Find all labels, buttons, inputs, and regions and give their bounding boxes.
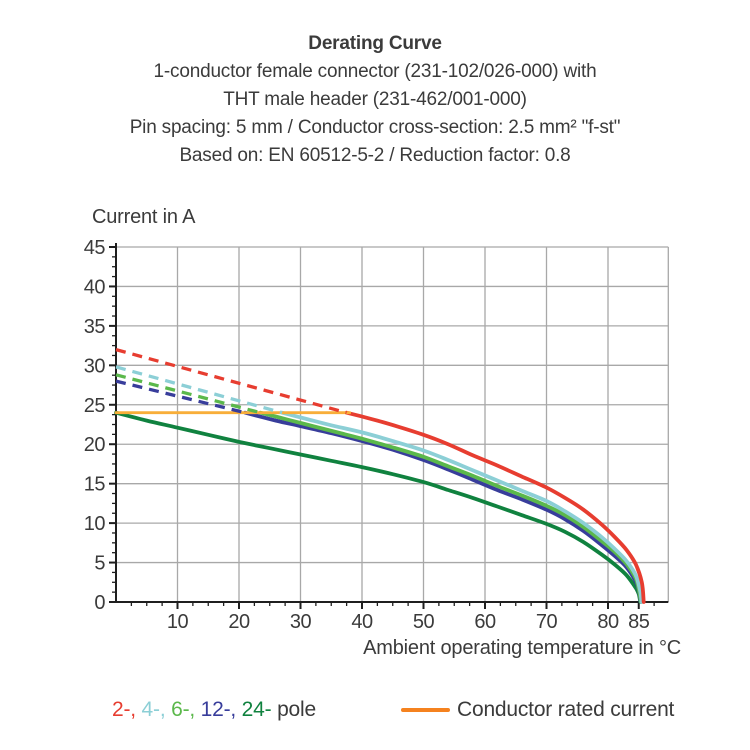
- x-tick-label: 20: [228, 611, 250, 633]
- series-24-pole-solid: [114, 410, 643, 604]
- x-tick-label: 60: [474, 611, 496, 633]
- x-tick-label: 80: [597, 611, 619, 633]
- y-tick-label: 30: [84, 355, 106, 377]
- x-tick-label: 30: [290, 611, 312, 633]
- rated-current-label: Conductor rated current: [457, 698, 675, 721]
- series-12-pole-dashed: [115, 379, 246, 415]
- series-6-pole-dashed: [115, 373, 261, 415]
- legend-pole-word: pole: [277, 698, 316, 721]
- y-tick-label: 25: [84, 395, 106, 417]
- series-12-pole-solid: [243, 410, 643, 604]
- subtitle-line-3: Pin spacing: 5 mm / Conductor cross-sect…: [129, 117, 621, 138]
- y-tick-label: 45: [84, 237, 106, 259]
- series-4-pole-solid: [280, 410, 644, 604]
- y-tick-label: 10: [84, 513, 106, 535]
- chart-series: [114, 348, 646, 604]
- page-title: Derating Curve: [308, 33, 442, 54]
- y-tick-label: 0: [94, 592, 105, 614]
- y-tick-label: 5: [94, 553, 105, 575]
- y-axis-title: Current in A: [92, 206, 196, 228]
- rated-current-line-swatch: [401, 708, 450, 712]
- subtitle-line-1: 1-conductor female connector (231-102/02…: [153, 61, 597, 82]
- series-2-pole-solid: [344, 410, 646, 604]
- x-tick-label: 10: [167, 611, 189, 633]
- legend-pole-5: 24-: [241, 698, 278, 721]
- chart-axes: 0 5 10 15 20 25 30 35 40 45 10 20 30 40 50 60 70 80 85: [84, 237, 669, 633]
- legend-pole-3: 6-,: [171, 698, 201, 721]
- series-4-pole-dashed: [115, 365, 283, 415]
- chart-legend: 2-, 4-, 6-, 12-, 24- pole Conductor rate…: [0, 698, 750, 728]
- x-axis-title: Ambient operating temperature in °C: [363, 637, 681, 659]
- y-tick-label: 40: [84, 276, 106, 298]
- series-6-pole-solid: [258, 410, 643, 604]
- legend-pole-4: 12-,: [200, 698, 242, 721]
- x-tick-label: 40: [351, 611, 373, 633]
- subtitle-line-2: THT male header (231-462/001-000): [223, 89, 527, 110]
- x-tick-label: 50: [413, 611, 435, 633]
- x-tick-label: 85: [628, 611, 650, 633]
- series-2-pole-dashed: [115, 348, 348, 415]
- legend-pole-1: 2-,: [112, 698, 142, 721]
- legend-pole-2: 4-,: [141, 698, 172, 721]
- y-tick-label: 15: [84, 474, 106, 496]
- y-tick-label: 35: [84, 316, 106, 338]
- subtitle-line-4: Based on: EN 60512-5-2 / Reduction facto…: [179, 145, 571, 166]
- chart-grid: [116, 246, 669, 602]
- x-tick-label: 70: [536, 611, 558, 633]
- y-tick-label: 20: [84, 434, 106, 456]
- legend-pole-list: 2-, 4-, 6-, 12-, 24- pole: [112, 698, 316, 722]
- title-block: Derating Curve 1-conductor female connec…: [0, 30, 750, 170]
